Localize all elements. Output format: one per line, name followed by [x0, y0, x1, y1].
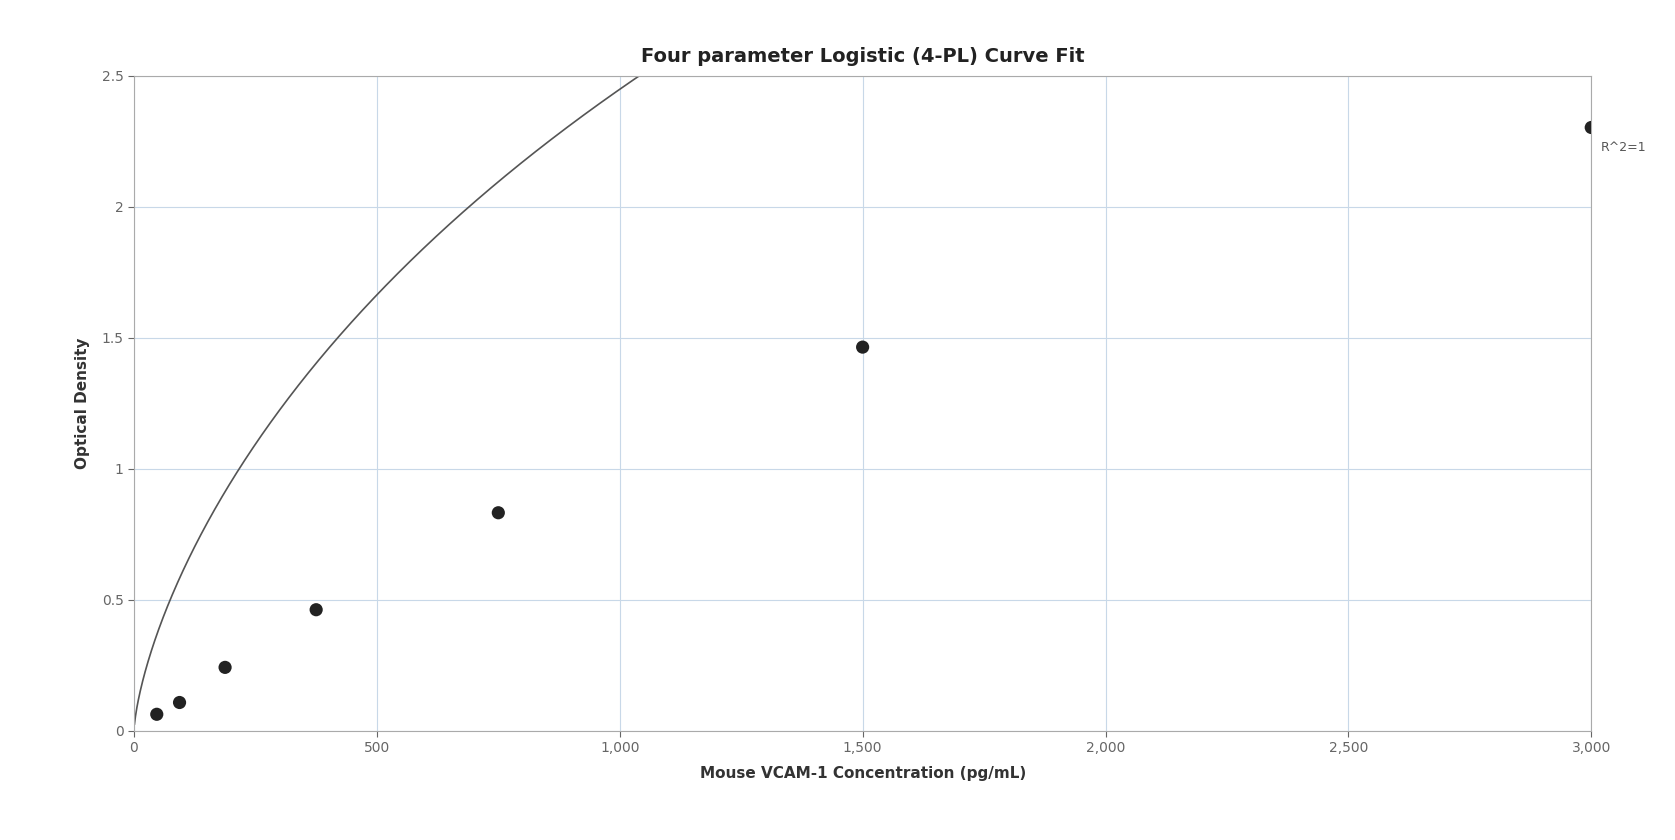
Text: R^2=1: R^2=1: [1601, 140, 1647, 154]
Point: [144, 707, 171, 721]
X-axis label: Mouse VCAM-1 Concentration (pg/mL): Mouse VCAM-1 Concentration (pg/mL): [700, 766, 1025, 781]
Title: Four parameter Logistic (4-PL) Curve Fit: Four parameter Logistic (4-PL) Curve Fit: [642, 47, 1084, 66]
Point: [303, 603, 330, 617]
Y-axis label: Optical Density: Optical Density: [75, 338, 90, 469]
Point: [486, 506, 513, 519]
Point: [1578, 121, 1605, 134]
Point: [849, 340, 876, 354]
Point: [211, 660, 238, 674]
Point: [166, 696, 193, 709]
